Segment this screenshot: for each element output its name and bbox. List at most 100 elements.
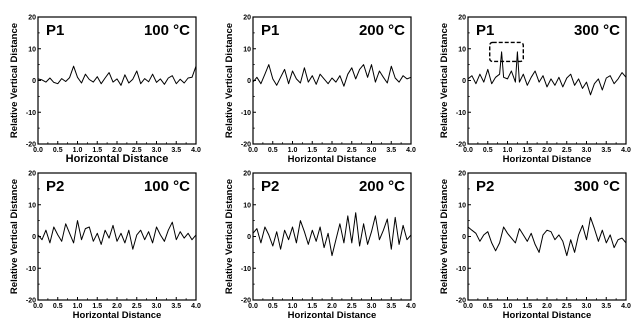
- panel-5: 0.0 0.5 1.0 1.5 2.0 2.5 3.0 3.5 4.0 -20 -10 0 10 20 Ho…: [224, 171, 416, 322]
- x-tick-label: 1.0: [73, 147, 83, 154]
- panel-label: P1: [476, 22, 494, 39]
- y-tick-label: -20: [456, 298, 466, 305]
- series-line: [252, 212, 412, 257]
- x-tick-label: 0.0: [248, 147, 258, 154]
- y-tick-label: 0: [32, 78, 36, 85]
- x-tick-label: 3.5: [171, 147, 181, 154]
- temperature-label: 200 °C: [359, 178, 405, 195]
- y-tick-label: 20: [458, 171, 466, 178]
- x-tick-label: 2.5: [562, 303, 572, 310]
- y-tick-label: -10: [241, 110, 251, 117]
- y-tick-label: -10: [456, 110, 466, 117]
- x-tick-label: 1.0: [288, 147, 298, 154]
- x-tick-label: 0.5: [268, 147, 278, 154]
- y-tick-label: 0: [462, 234, 466, 241]
- y-tick-label: -20: [241, 142, 251, 149]
- x-tick-label: 2.0: [542, 303, 552, 310]
- x-tick-label: 2.5: [562, 147, 572, 154]
- x-tick-label: 2.0: [112, 303, 122, 310]
- x-tick-label: 1.5: [522, 303, 532, 310]
- x-tick-label: 2.0: [542, 147, 552, 154]
- x-tick-label: 3.5: [601, 147, 611, 154]
- x-axis-label: Horizontal Distance: [73, 310, 162, 321]
- x-tick-label: 1.5: [92, 303, 102, 310]
- x-tick-label: 4.0: [406, 303, 416, 310]
- panel-label: P1: [261, 22, 279, 39]
- y-tick-label: 0: [32, 234, 36, 241]
- x-tick-label: 3.5: [386, 147, 396, 154]
- x-tick-label: 0.5: [53, 147, 63, 154]
- x-tick-label: 0.5: [483, 303, 493, 310]
- x-axis-label: Horizontal Distance: [66, 153, 169, 165]
- x-tick-label: 4.0: [191, 303, 201, 310]
- x-tick-label: 4.0: [621, 303, 631, 310]
- y-tick-label: -20: [26, 298, 36, 305]
- x-tick-label: 3.5: [601, 303, 611, 310]
- x-tick-label: 2.5: [132, 147, 142, 154]
- y-tick-label: -10: [456, 266, 466, 273]
- panel-label: P2: [46, 178, 64, 195]
- x-tick-label: 4.0: [621, 147, 631, 154]
- x-tick-label: 0.5: [483, 147, 493, 154]
- x-tick-label: 1.5: [92, 147, 102, 154]
- x-tick-label: 0.5: [53, 303, 63, 310]
- y-tick-label: 0: [247, 78, 251, 85]
- y-tick-label: 20: [28, 15, 36, 22]
- series-line: [467, 216, 627, 257]
- y-tick-label: 10: [243, 46, 251, 53]
- x-tick-label: 3.0: [367, 303, 377, 310]
- panel-label: P2: [476, 178, 494, 195]
- x-tick-label: 1.0: [73, 303, 83, 310]
- x-tick-label: 1.0: [288, 303, 298, 310]
- x-axis-label: Horizontal Distance: [503, 310, 592, 321]
- temperature-label: 100 °C: [144, 178, 190, 195]
- y-tick-label: 0: [462, 78, 466, 85]
- x-tick-label: 3.0: [582, 147, 592, 154]
- y-axis-label: Relative Vertical Distance: [9, 23, 20, 138]
- x-tick-label: 3.5: [386, 303, 396, 310]
- panel-label: P1: [46, 22, 64, 39]
- x-tick-label: 2.5: [347, 147, 357, 154]
- x-tick-label: 2.5: [347, 303, 357, 310]
- y-tick-label: -20: [456, 142, 466, 149]
- y-tick-label: 10: [243, 202, 251, 209]
- x-tick-label: 1.5: [307, 147, 317, 154]
- y-tick-label: 0: [247, 234, 251, 241]
- y-axis-label: Relative Vertical Distance: [439, 179, 450, 294]
- x-tick-label: 1.0: [503, 147, 513, 154]
- x-tick-label: 1.0: [503, 303, 513, 310]
- x-tick-label: 2.0: [327, 147, 337, 154]
- series-line: [37, 65, 197, 86]
- x-tick-label: 0.0: [33, 303, 43, 310]
- x-tick-label: 3.0: [152, 147, 162, 154]
- y-axis-label: Relative Vertical Distance: [224, 179, 235, 294]
- temperature-label: 300 °C: [574, 178, 620, 195]
- series-line: [467, 51, 627, 96]
- x-tick-label: 1.5: [522, 147, 532, 154]
- y-tick-label: 20: [28, 171, 36, 178]
- x-tick-label: 2.0: [112, 147, 122, 154]
- x-tick-label: 3.0: [152, 303, 162, 310]
- y-tick-label: 20: [458, 15, 466, 22]
- x-axis-label: Horizontal Distance: [503, 154, 592, 165]
- y-tick-label: 10: [458, 202, 466, 209]
- x-tick-label: 2.0: [327, 303, 337, 310]
- y-tick-label: 20: [243, 171, 251, 178]
- y-tick-label: 10: [458, 46, 466, 53]
- x-tick-label: 0.0: [463, 303, 473, 310]
- panel-6: 0.0 0.5 1.0 1.5 2.0 2.5 3.0 3.5 4.0 -20 -10 0 10 20 Ho…: [439, 171, 631, 322]
- y-tick-label: 20: [243, 15, 251, 22]
- x-tick-label: 3.0: [582, 303, 592, 310]
- panel-1: 0.0 0.5 1.0 1.5 2.0 2.5 3.0 3.5 4.0 -20 -10 0 10 20 Ho…: [9, 15, 201, 166]
- x-tick-label: 1.5: [307, 303, 317, 310]
- y-tick-label: -20: [241, 298, 251, 305]
- x-tick-label: 3.0: [367, 147, 377, 154]
- annotation-box: [489, 41, 525, 63]
- y-tick-label: -20: [26, 142, 36, 149]
- x-tick-label: 2.5: [132, 303, 142, 310]
- x-tick-label: 0.0: [33, 147, 43, 154]
- series-line: [37, 220, 197, 250]
- y-tick-label: -10: [26, 110, 36, 117]
- y-axis-label: Relative Vertical Distance: [9, 179, 20, 294]
